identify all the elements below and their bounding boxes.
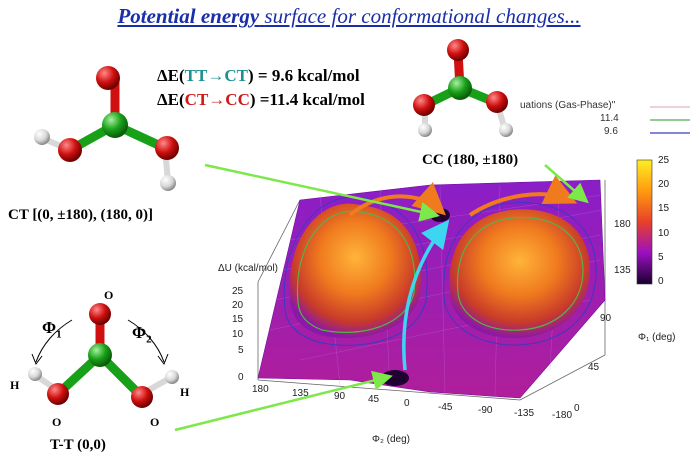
- phi1-tick: 135: [614, 265, 631, 276]
- z-axis-label: ΔU (kcal/mol): [218, 263, 279, 274]
- phi1-tick: 90: [600, 313, 612, 324]
- energy-ct-cc: ΔE(CT→CC) =11.4 kcal/mol: [157, 90, 365, 109]
- phi2-tick: 180: [252, 384, 269, 395]
- contour-11-4-left: [296, 210, 416, 333]
- atom-label-h-left: H: [10, 378, 20, 392]
- transition-ct-cc: CT→CC: [184, 90, 250, 109]
- phi2-tick: 0: [404, 398, 410, 409]
- phi1-tick: 45: [588, 362, 600, 373]
- atom-label-o-right: O: [150, 415, 160, 429]
- phi2-tick: 90: [334, 391, 346, 402]
- path-tt-to-ct-arrow: [402, 219, 450, 371]
- slide-title: Potential energy surface for conformatio…: [0, 4, 698, 29]
- z-tick: 25: [232, 286, 244, 297]
- z-tick: 0: [238, 372, 244, 383]
- phi2-tick: 45: [368, 394, 380, 405]
- z-tick: 15: [232, 314, 244, 325]
- contour-11-4-right: [456, 216, 584, 331]
- label-ct: CT [(0, ±180), (180, 0)]: [8, 207, 154, 223]
- pointer-tt: [174, 370, 393, 432]
- phi2-tick: -180: [552, 410, 573, 421]
- label-tt: T-T (0,0): [50, 437, 106, 453]
- colorbar-tick: 0: [658, 276, 664, 287]
- contour-9-6-left: [283, 196, 428, 346]
- energy-tt-ct: ΔE(TT→CT) = 9.6 kcal/mol: [157, 66, 360, 85]
- atom-label-o-top: O: [104, 288, 114, 302]
- phi2-tick: 135: [292, 388, 309, 399]
- phi1-tick: 0: [574, 403, 580, 414]
- phi2-tick: -45: [438, 402, 453, 413]
- colorbar-tick: 15: [658, 203, 670, 214]
- legend-9-6: 9.6: [604, 126, 618, 137]
- colorbar-tick: 25: [658, 155, 670, 166]
- z-tick: 10: [232, 329, 244, 340]
- pointer-ct: [204, 163, 440, 222]
- colorbar-tick: 5: [658, 252, 664, 263]
- phi2-axis-label: Φ₂ (deg): [372, 434, 410, 445]
- z-tick: 20: [232, 300, 244, 311]
- legend-title: uations (Gas-Phase)": [520, 100, 616, 111]
- phi1-label: Φ1: [42, 318, 62, 341]
- atom-label-o-left: O: [52, 415, 62, 429]
- pointer-cc: [544, 164, 589, 204]
- legend-11-4: 11.4: [600, 113, 619, 124]
- transition-tt-ct: TT→CT: [184, 66, 248, 85]
- contour-9-6-right: [443, 201, 597, 346]
- colorbar: [636, 159, 653, 285]
- atom-label-h-right: H: [180, 385, 190, 399]
- phi1-axis-label: Φ₁ (deg): [638, 332, 676, 343]
- molecule-cc: [413, 39, 513, 137]
- path-ct-to-cc-arrow: [468, 175, 578, 217]
- colorbar-tick: 10: [658, 228, 670, 239]
- colorbar-tick: 20: [658, 179, 670, 190]
- molecule-tt: [28, 303, 179, 408]
- title-rest: surface for conformational changes...: [264, 4, 581, 28]
- phi2-label: Φ2: [132, 323, 152, 346]
- title-emphasis: Potential energy: [117, 4, 260, 28]
- phi2-tick: -135: [514, 408, 535, 419]
- molecule-ct: [34, 66, 179, 191]
- energy-hill-right: [449, 209, 590, 339]
- phi1-tick: 180: [614, 219, 631, 230]
- z-tick: 5: [238, 345, 244, 356]
- label-cc: CC (180, ±180): [422, 152, 519, 168]
- energy-hill-left: [289, 203, 421, 339]
- phi2-tick: -90: [478, 405, 493, 416]
